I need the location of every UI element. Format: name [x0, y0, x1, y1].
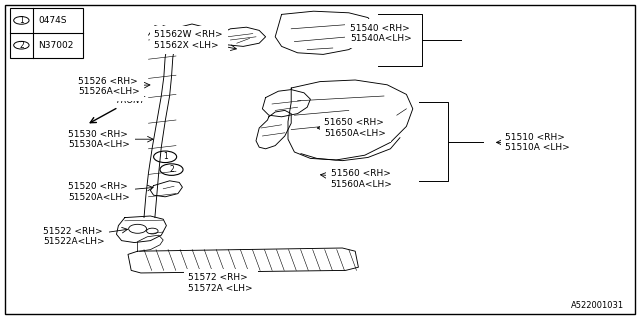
- Text: 51520 <RH>
51520A<LH>: 51520 <RH> 51520A<LH>: [68, 182, 130, 202]
- Bar: [10, 8, 83, 58]
- Text: 51572 <RH>
51572A <LH>: 51572 <RH> 51572A <LH>: [189, 274, 253, 293]
- Text: 51510 <RH>
51510A <LH>: 51510 <RH> 51510A <LH>: [505, 133, 570, 152]
- Text: 51650 <RH>
51650A<LH>: 51650 <RH> 51650A<LH>: [324, 118, 386, 138]
- Text: 0474S: 0474S: [38, 16, 67, 25]
- Text: 51522 <RH>
51522A<LH>: 51522 <RH> 51522A<LH>: [43, 227, 104, 246]
- Text: FRONT: FRONT: [116, 96, 145, 105]
- Text: A522001031: A522001031: [571, 301, 624, 310]
- Text: 51526 <RH>
51526A<LH>: 51526 <RH> 51526A<LH>: [78, 77, 140, 96]
- Text: 1: 1: [163, 152, 168, 161]
- Text: 51540 <RH>
51540A<LH>: 51540 <RH> 51540A<LH>: [350, 24, 412, 43]
- Text: N37002: N37002: [38, 41, 74, 50]
- Text: 51562W <RH>
51562X <LH>: 51562W <RH> 51562X <LH>: [154, 30, 223, 50]
- Text: 1: 1: [19, 16, 24, 25]
- Text: 51530 <RH>
51530A<LH>: 51530 <RH> 51530A<LH>: [68, 130, 130, 149]
- Text: 2: 2: [19, 41, 24, 50]
- Text: 2: 2: [169, 165, 174, 174]
- Text: 51560 <RH>
51560A<LH>: 51560 <RH> 51560A<LH>: [331, 170, 392, 189]
